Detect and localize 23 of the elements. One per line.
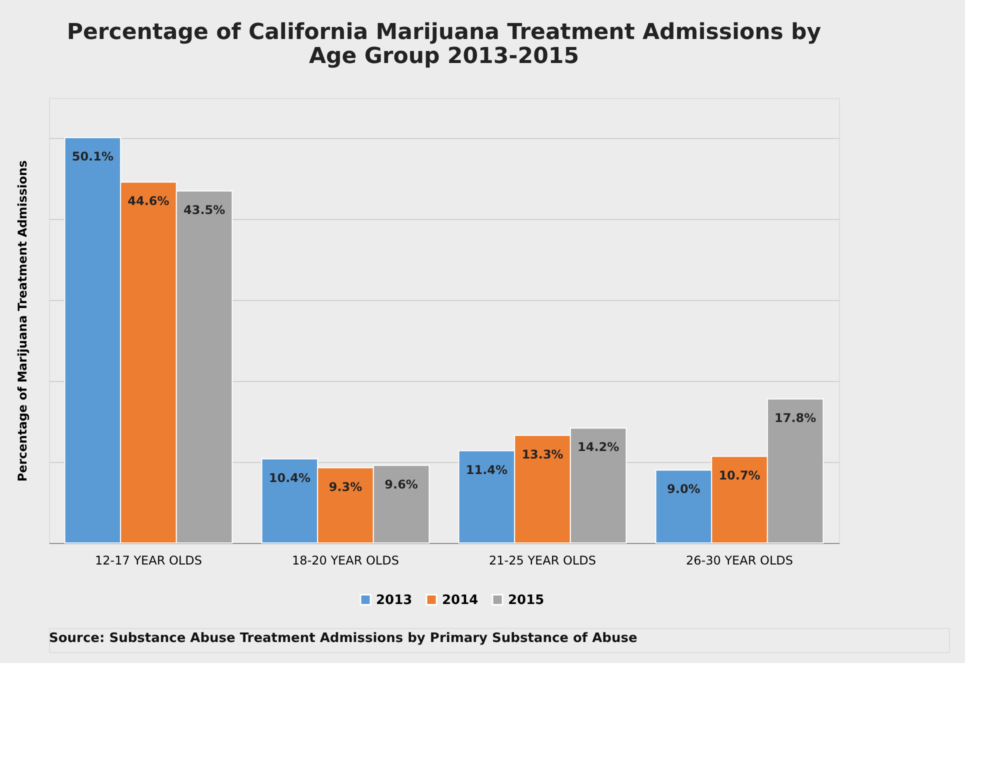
data-label: 50.1%: [72, 150, 114, 164]
x-tick-label: 12-17 YEAR OLDS: [95, 554, 202, 568]
x-tick-label: 26-30 YEAR OLDS: [686, 554, 793, 568]
data-label: 44.6%: [128, 194, 170, 208]
legend-label: 2015: [508, 592, 544, 608]
x-tick-label: 18-20 YEAR OLDS: [292, 554, 399, 568]
data-label: 17.8%: [774, 410, 816, 425]
data-label: 9.0%: [667, 482, 700, 496]
text: Age Group 2013-2015: [308, 44, 580, 69]
x-tick-label: 21-25 YEAR OLDS: [489, 554, 596, 568]
legend-label: 2013: [376, 592, 412, 608]
data-label: 9.6%: [384, 477, 418, 492]
data-label: 43.5%: [183, 203, 226, 218]
legend-label: 2014: [442, 592, 478, 608]
data-label: 10.7%: [718, 468, 760, 482]
data-label: 11.4%: [466, 462, 508, 477]
data-label: 10.4%: [268, 470, 310, 485]
data-label: 13.3%: [522, 447, 564, 462]
source-note: Source: Substance Abuse Treatment Admissions by Primary Substance of Abuse: [49, 631, 638, 646]
data-label: 9.3%: [328, 480, 362, 494]
text: Percentage of California Marijuana Treatment Admissions by: [66, 20, 822, 45]
y-axis-title: Percentage of Marijuana Treatment Admissions: [16, 160, 30, 482]
data-label: 14.2%: [578, 440, 620, 454]
